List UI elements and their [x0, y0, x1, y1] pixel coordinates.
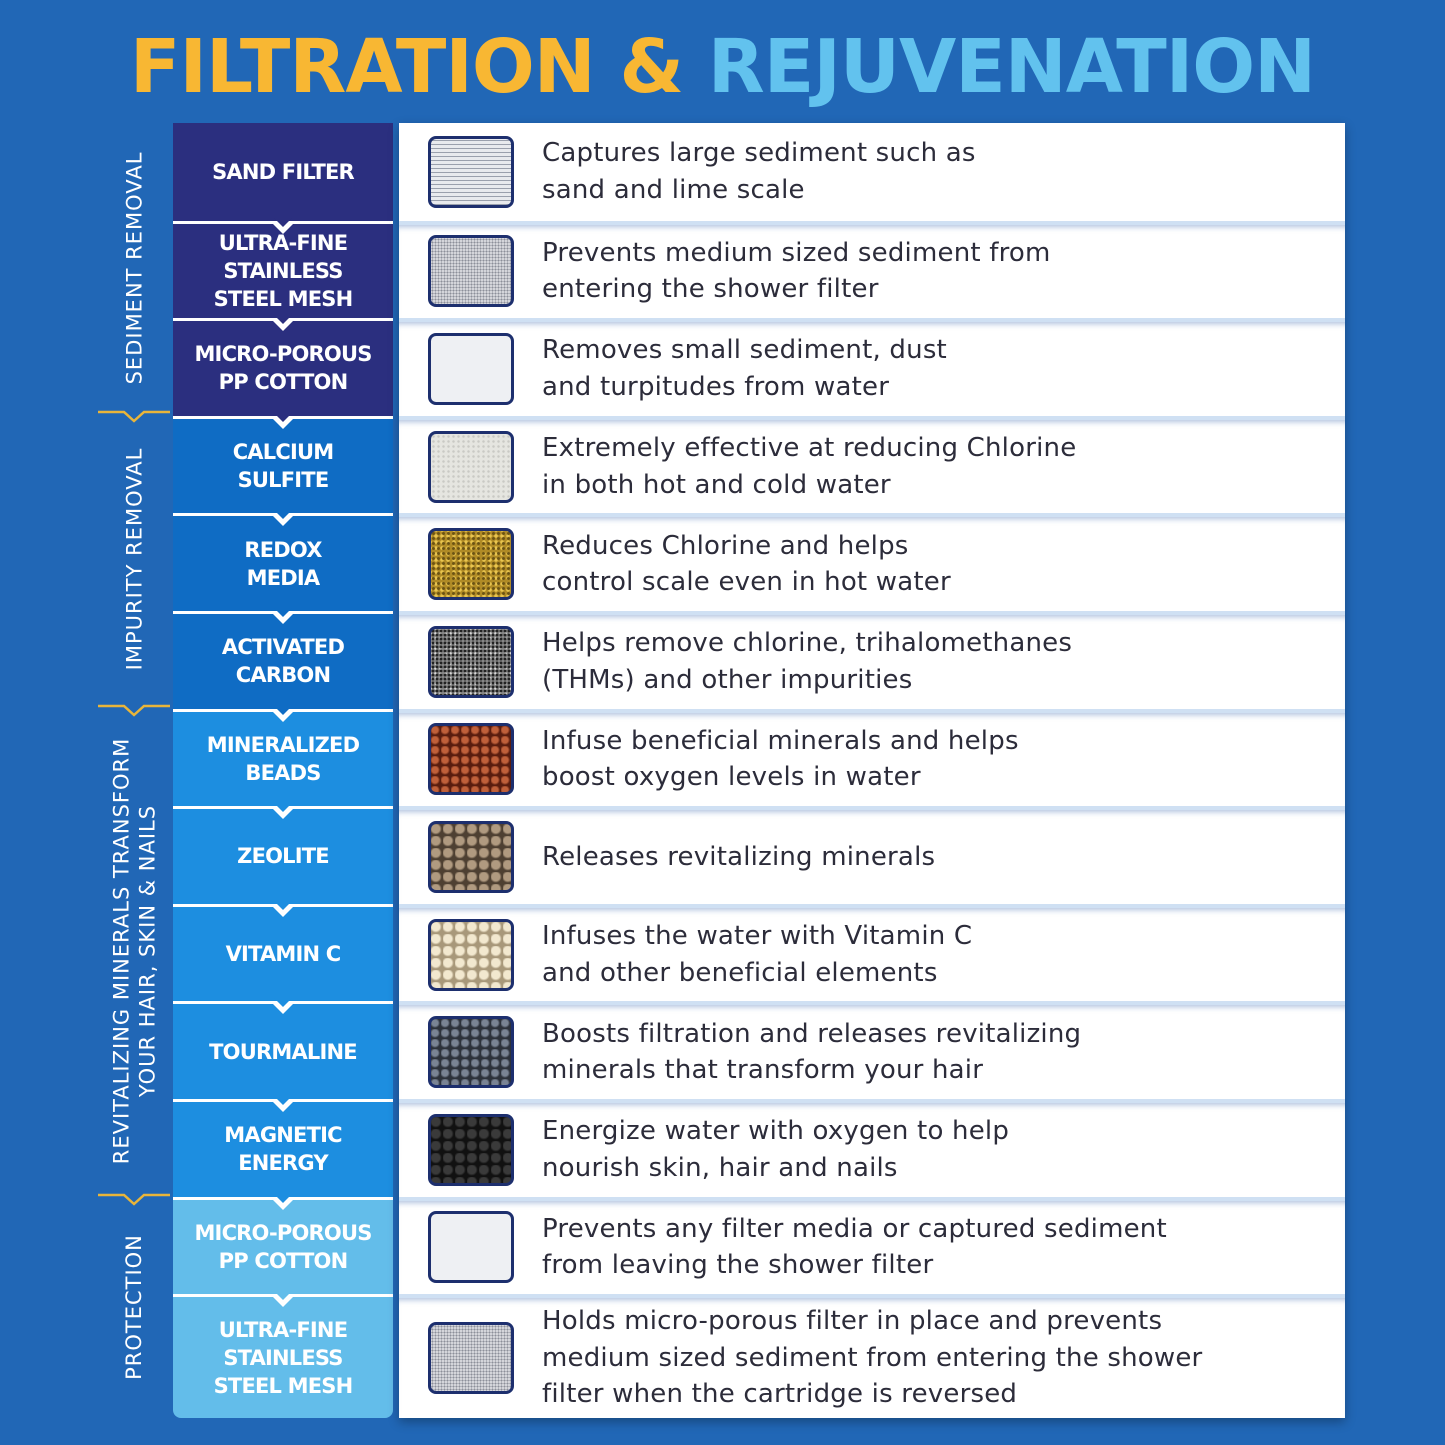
layer-row: Holds micro-porous filter in place and p… [399, 1294, 1345, 1418]
tourmaline-media-image [428, 1016, 514, 1089]
layer-row: Energize water with oxygen to help nouri… [399, 1098, 1345, 1197]
layer-description: Helps remove chlorine, trihalomethanes (… [542, 628, 1073, 695]
layer-name: ULTRA-FINE STAINLESS STEEL MESH [213, 230, 354, 311]
layer-row: Captures large sediment such as sand and… [399, 123, 1345, 221]
layer-description: Holds micro-porous filter in place and p… [542, 1306, 1203, 1410]
layer-description: Energize water with oxygen to help nouri… [542, 1116, 1010, 1183]
layer-description: Captures large sediment such as sand and… [542, 138, 976, 205]
layer-label: CALCIUM SULFITE [173, 412, 393, 514]
vitamin-c-media-image [428, 918, 514, 991]
layer-label: MICRO-POROUS PP COTTON [173, 1193, 393, 1295]
layer-description: Infuses the water with Vitamin C and oth… [542, 921, 973, 988]
mesh-grid-media-image [428, 135, 514, 208]
layer-row: Boosts filtration and releases revitaliz… [399, 1001, 1345, 1099]
magnetic-media-image [428, 1113, 514, 1186]
layer-name: TOURMALINE [209, 1039, 357, 1064]
layer-row: Releases revitalizing minerals [399, 806, 1345, 904]
layer-row: Prevents medium sized sediment from ente… [399, 220, 1345, 319]
layer-row: Reduces Chlorine and helps control scale… [399, 513, 1345, 611]
group-divider-bracket [98, 410, 170, 423]
redox-media-image [428, 528, 514, 601]
layer-name: REDOX MEDIA [244, 537, 322, 590]
title-part-2: REJUVENATION [707, 24, 1316, 110]
chevron-down-icon [270, 1095, 296, 1112]
layer-label: MICRO-POROUS PP COTTON [173, 315, 393, 416]
calcium-media-image [428, 430, 514, 503]
layer-name: MAGNETIC ENERGY [224, 1123, 342, 1176]
layer-label: TOURMALINE [173, 998, 393, 1099]
chevron-down-icon [270, 412, 296, 429]
layer-row: Prevents any filter media or captured se… [399, 1196, 1345, 1295]
chevron-down-icon [270, 217, 296, 234]
group-label: SEDIMENT REMOVAL [122, 151, 147, 384]
chevron-down-icon [270, 900, 296, 917]
group-label: REVITALIZING MINERALS TRANSFORM YOUR HAI… [109, 737, 160, 1164]
layer-descriptions-column: Captures large sediment such as sand and… [399, 123, 1345, 1419]
fine-mesh-media-image [428, 1322, 514, 1395]
group-label: IMPURITY REMOVAL [122, 447, 147, 671]
layer-row: Extremely effective at reducing Chlorine… [399, 415, 1345, 514]
layer-row: Removes small sediment, dust and turpitu… [399, 318, 1345, 416]
chevron-down-icon [270, 607, 296, 624]
layer-row: Infuse beneficial minerals and helps boo… [399, 708, 1345, 807]
layer-name: SAND FILTER [212, 159, 355, 184]
layer-name: MICRO-POROUS PP COTTON [194, 1220, 372, 1273]
layer-labels-column: SAND FILTER ULTRA-FINE STAINLESS STEEL ME… [173, 123, 393, 1419]
layer-name: MICRO-POROUS PP COTTON [194, 342, 372, 395]
layer-label: ULTRA-FINE STAINLESS STEEL MESH [173, 1291, 393, 1419]
layer-description: Prevents any filter media or captured se… [542, 1213, 1167, 1281]
chevron-down-icon [270, 998, 296, 1015]
chevron-down-icon [270, 1291, 296, 1308]
layer-name: CALCIUM SULFITE [232, 440, 334, 493]
chevron-down-icon [270, 705, 296, 722]
layer-name: ACTIVATED CARBON [221, 635, 345, 688]
red-beads-media-image [428, 723, 514, 796]
layer-description: Releases revitalizing minerals [542, 841, 936, 872]
chevron-down-icon [270, 803, 296, 820]
layer-label: REDOX MEDIA [173, 510, 393, 611]
layer-label: SAND FILTER [173, 123, 393, 221]
chevron-down-icon [270, 510, 296, 527]
cotton-media-image [428, 1211, 514, 1284]
chevron-down-icon [270, 315, 296, 332]
group-divider-bracket [98, 704, 170, 717]
layer-label: MINERALIZED BEADS [173, 705, 393, 807]
layer-description: Infuse beneficial minerals and helps boo… [542, 725, 1019, 793]
layer-label: ACTIVATED CARBON [173, 607, 393, 709]
chevron-down-icon [270, 1193, 296, 1210]
layer-name: VITAMIN C [225, 942, 342, 967]
group-divider-bracket [98, 1193, 170, 1206]
title-part-1: FILTRATION & [129, 24, 684, 110]
carbon-media-image [428, 625, 514, 698]
layer-description: Removes small sediment, dust and turpitu… [542, 335, 947, 402]
layer-description: Boosts filtration and releases revitaliz… [542, 1018, 1082, 1086]
layer-label: ZEOLITE [173, 803, 393, 904]
zeolite-media-image [428, 820, 514, 893]
layer-row: Helps remove chlorine, trihalomethanes (… [399, 610, 1345, 709]
layer-description: Reduces Chlorine and helps control scale… [542, 530, 951, 598]
layer-name: ZEOLITE [237, 844, 330, 869]
layer-label: ULTRA-FINE STAINLESS STEEL MESH [173, 217, 393, 319]
cotton-media-image [428, 332, 514, 405]
layer-name: ULTRA-FINE STAINLESS STEEL MESH [213, 1317, 354, 1398]
layer-label: VITAMIN C [173, 900, 393, 1002]
layer-label: MAGNETIC ENERGY [173, 1095, 393, 1197]
fine-mesh-media-image [428, 235, 514, 308]
layer-name: MINERALIZED BEADS [206, 732, 360, 785]
layer-description: Extremely effective at reducing Chlorine… [542, 433, 1077, 500]
page-title: FILTRATION & REJUVENATION [0, 22, 1445, 112]
group-label: PROTECTION [122, 1233, 146, 1380]
layer-row: Infuses the water with Vitamin C and oth… [399, 903, 1345, 1002]
layer-description: Prevents medium sized sediment from ente… [542, 237, 1051, 305]
